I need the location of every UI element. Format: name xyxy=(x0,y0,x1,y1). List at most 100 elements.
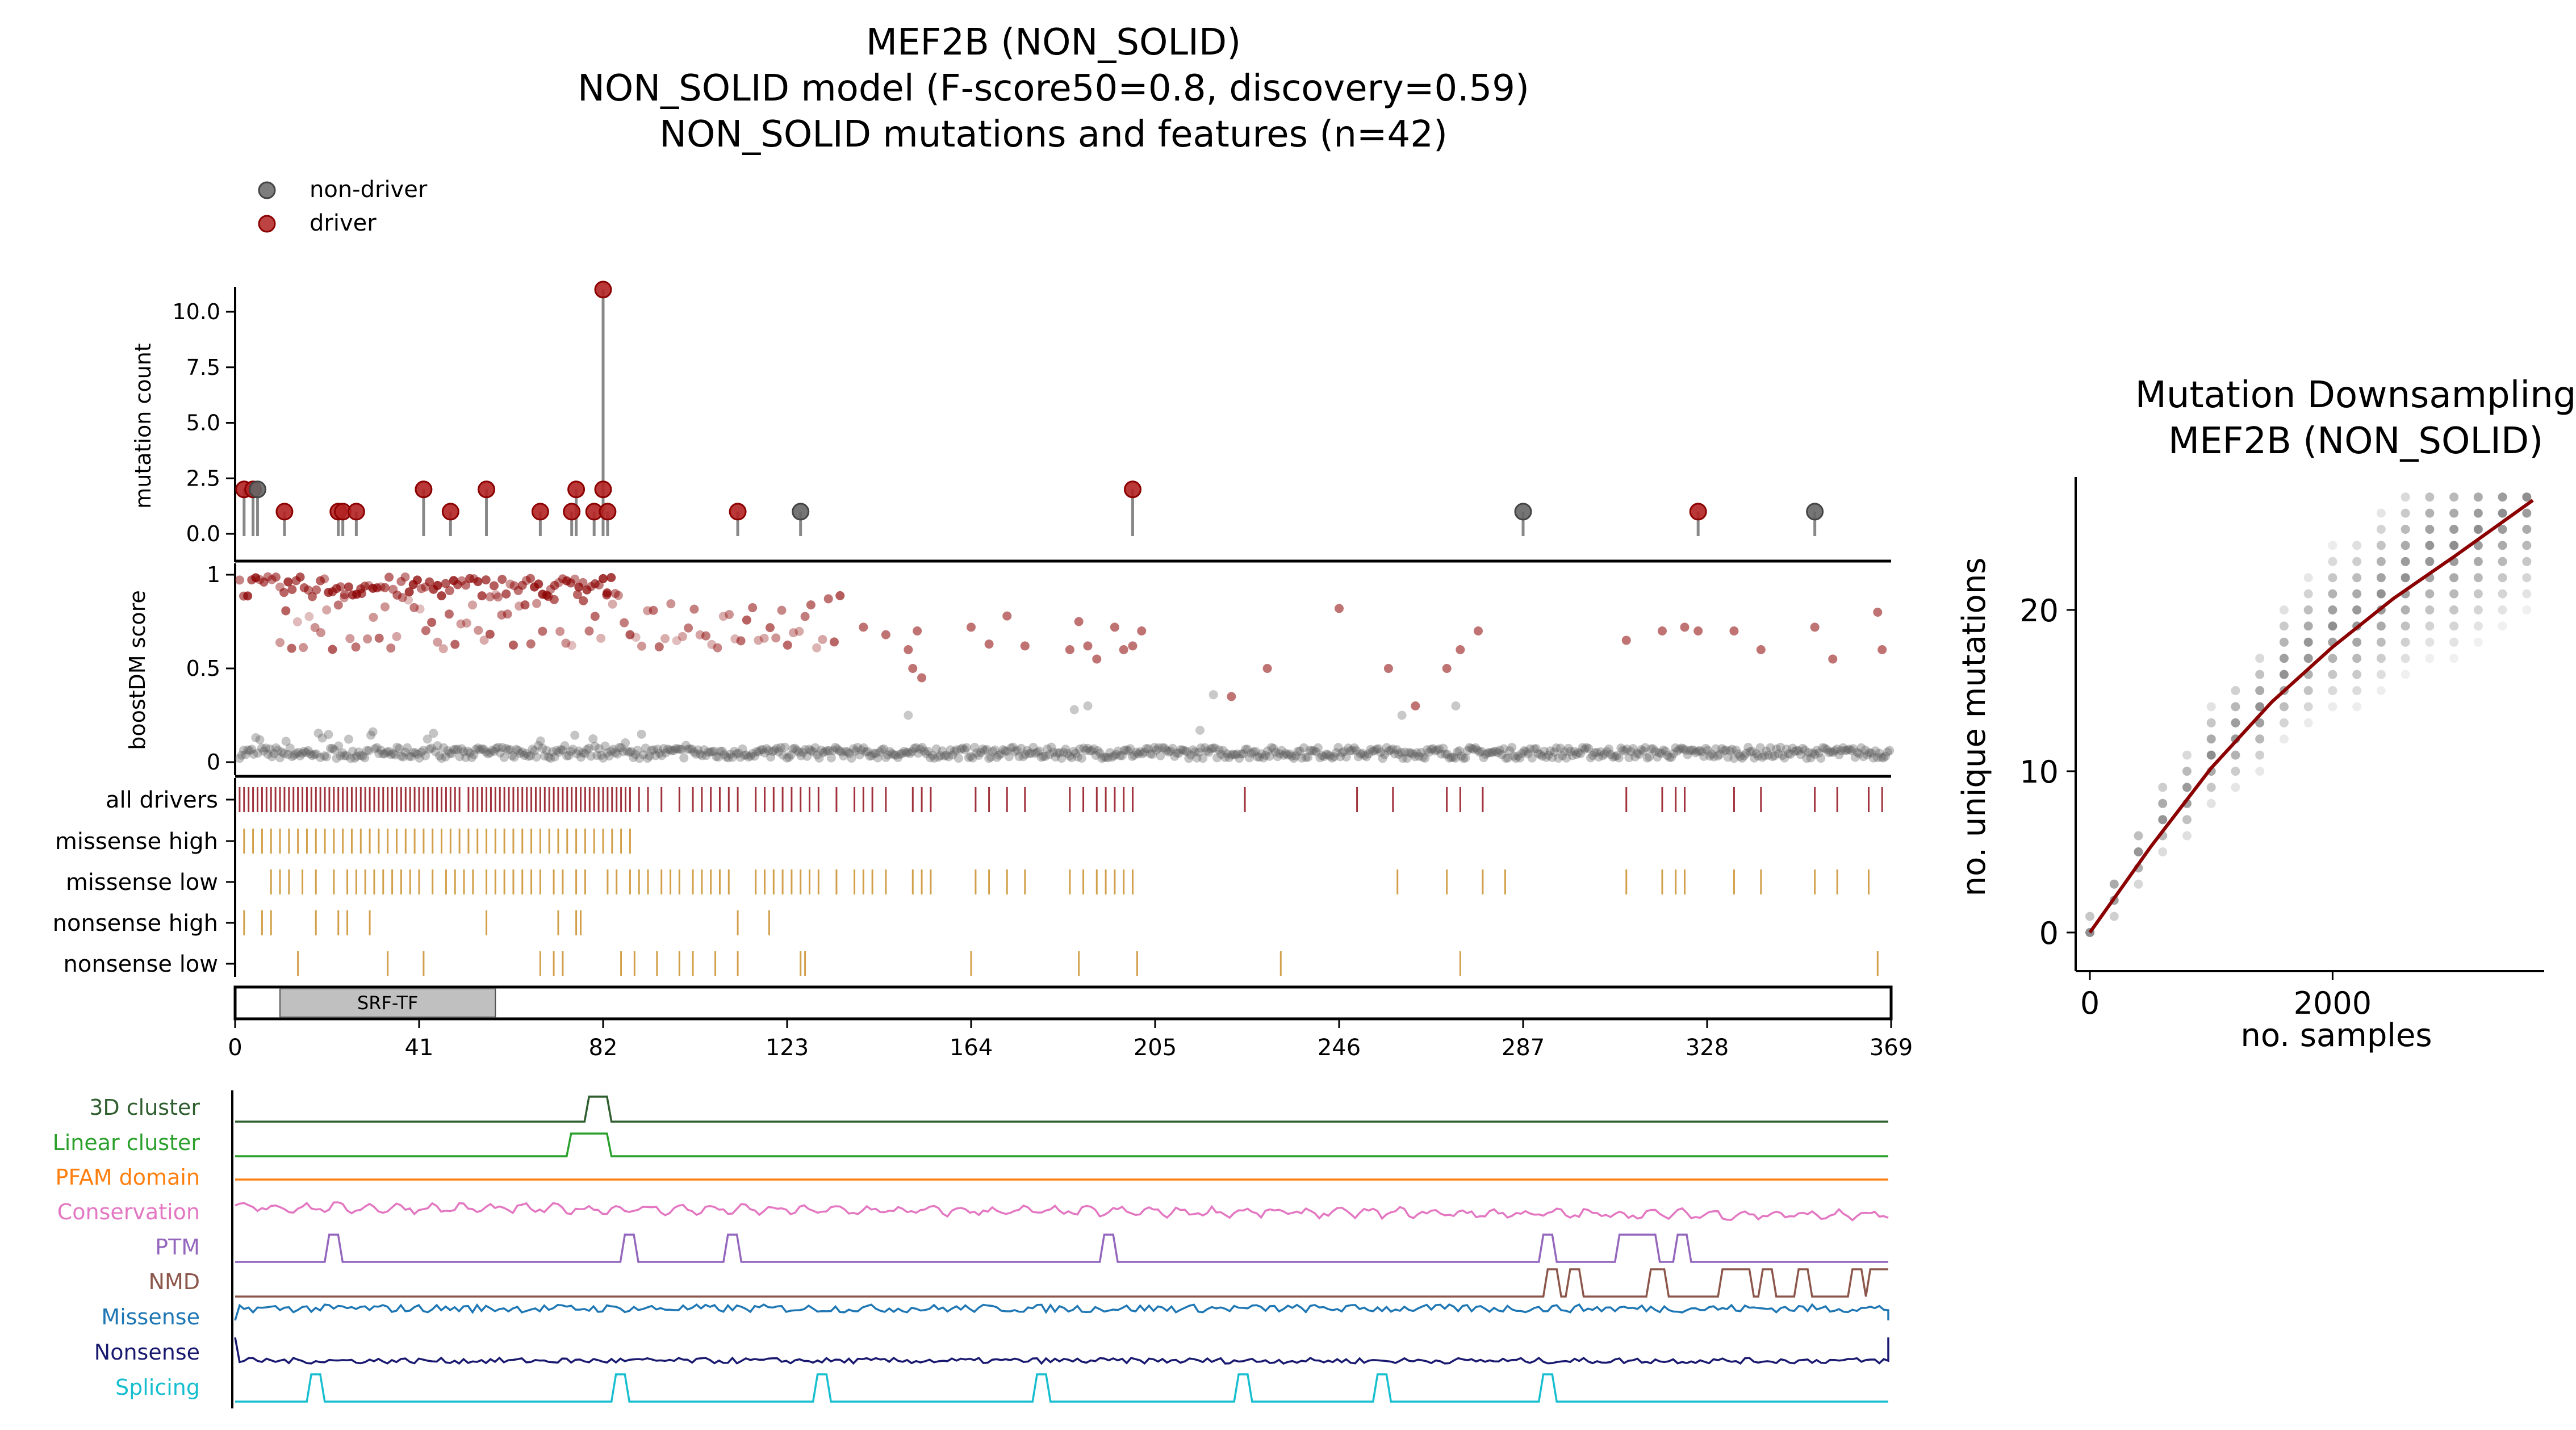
score-point-nondriver xyxy=(1289,754,1299,763)
score-point-driver xyxy=(400,572,410,582)
score-point-nondriver xyxy=(1854,749,1864,759)
score-point-nondriver xyxy=(1083,743,1093,753)
score-point-nondriver xyxy=(1275,749,1285,759)
score-point-nondriver xyxy=(782,753,792,763)
score-point-nondriver xyxy=(703,747,713,757)
score-point-nondriver xyxy=(447,749,457,759)
score-point-driver xyxy=(404,587,414,597)
feature-line xyxy=(235,1132,1888,1157)
score-point-nondriver xyxy=(954,754,963,763)
score-point-nondriver xyxy=(671,744,681,754)
score-point-nondriver xyxy=(1558,751,1567,760)
score-point-driver xyxy=(1335,604,1344,613)
downsampling-point xyxy=(2425,621,2435,631)
score-point-nondriver xyxy=(1653,752,1662,762)
score-point-nondriver xyxy=(1697,747,1707,756)
score-point-nondriver xyxy=(543,752,553,762)
score-point-nondriver xyxy=(372,743,382,752)
score-point-nondriver xyxy=(1013,746,1022,755)
score-point-nondriver xyxy=(586,751,596,761)
score-point-nondriver xyxy=(1592,747,1601,757)
downsampling-point xyxy=(2255,750,2265,760)
score-point-nondriver xyxy=(1802,754,1812,763)
downsampling-point xyxy=(2473,541,2483,550)
score-point-nondriver xyxy=(904,710,913,720)
score-point-nondriver xyxy=(255,735,265,745)
score-point-nondriver xyxy=(1632,749,1642,758)
score-point-nondriver xyxy=(788,744,798,754)
score-point-nondriver xyxy=(1083,701,1093,710)
score-point-driver xyxy=(584,626,594,636)
score-point-nondriver xyxy=(344,734,353,744)
score-point-nondriver xyxy=(1148,750,1157,759)
score-point-nondriver xyxy=(430,747,440,756)
score-point-nondriver xyxy=(1313,743,1323,752)
needle-point xyxy=(478,480,496,499)
downsampling-point xyxy=(2425,557,2435,566)
score-point-driver xyxy=(526,639,536,649)
score-point-driver xyxy=(1083,641,1093,651)
score-point-nondriver xyxy=(1216,750,1226,759)
score-point-driver xyxy=(235,575,244,585)
score-point-nondriver xyxy=(346,754,356,763)
score-point-nondriver xyxy=(926,753,935,763)
score-point-nondriver xyxy=(938,746,947,756)
score-point-nondriver xyxy=(1612,751,1622,760)
downsampling-point xyxy=(2255,702,2265,712)
score-point-nondriver xyxy=(1281,749,1290,758)
score-point-nondriver xyxy=(1683,750,1692,759)
downsampling-point xyxy=(2522,605,2532,614)
score-point-nondriver xyxy=(1650,747,1660,756)
downsampling-point xyxy=(2255,654,2265,663)
score-point-driver xyxy=(281,606,291,616)
score-point-nondriver xyxy=(1049,747,1059,757)
downsampling-point xyxy=(2473,508,2483,518)
score-point-driver xyxy=(532,599,542,608)
score-point-nondriver xyxy=(495,748,505,758)
downsampling-xtick-label: 2000 xyxy=(2294,985,2372,1021)
score-point-nondriver xyxy=(407,752,416,762)
downsampling-point xyxy=(2328,541,2337,550)
score-point-nondriver xyxy=(893,752,903,762)
score-point-driver xyxy=(742,615,751,625)
score-point-nondriver xyxy=(1061,745,1070,754)
score-point-nondriver xyxy=(843,747,852,757)
score-point-nondriver xyxy=(679,753,689,763)
score-point-driver xyxy=(392,590,402,600)
downsampling-point xyxy=(2352,541,2362,550)
score-point-nondriver xyxy=(1113,746,1123,756)
score-point-nondriver xyxy=(574,746,584,756)
feature-label: Linear cluster xyxy=(53,1130,200,1155)
needle-point xyxy=(441,503,459,521)
score-point-nondriver xyxy=(1515,753,1525,763)
score-point-nondriver xyxy=(1231,750,1240,760)
score-point-nondriver xyxy=(1089,744,1099,754)
downsampling-point xyxy=(2303,605,2313,614)
score-point-nondriver xyxy=(693,745,703,755)
score-point-nondriver xyxy=(416,747,426,757)
downsampling-point xyxy=(2473,605,2483,614)
score-point-nondriver xyxy=(1762,746,1771,756)
score-point-nondriver xyxy=(881,752,890,762)
score-point-nondriver xyxy=(1073,752,1082,762)
score-point-nondriver xyxy=(1093,746,1103,756)
score-point-nondriver xyxy=(481,747,491,757)
score-point-driver xyxy=(481,575,491,585)
score-point-driver xyxy=(1262,664,1272,673)
score-point-nondriver xyxy=(1828,747,1838,757)
score-point-nondriver xyxy=(1416,747,1426,757)
score-point-nondriver xyxy=(396,751,406,761)
score-point-nondriver xyxy=(1563,743,1573,753)
score-point-driver xyxy=(525,574,535,583)
score-point-driver xyxy=(303,585,313,595)
score-point-nondriver xyxy=(457,744,467,754)
score-point-driver xyxy=(684,623,693,633)
score-point-nondriver xyxy=(421,751,430,760)
score-point-nondriver xyxy=(786,750,796,760)
score-point-nondriver xyxy=(1258,753,1268,763)
downsampling-point xyxy=(2279,654,2289,663)
downsampling-point xyxy=(2498,605,2507,614)
score-point-nondriver xyxy=(667,746,676,755)
score-point-nondriver xyxy=(861,747,871,757)
score-point-driver xyxy=(818,634,827,644)
